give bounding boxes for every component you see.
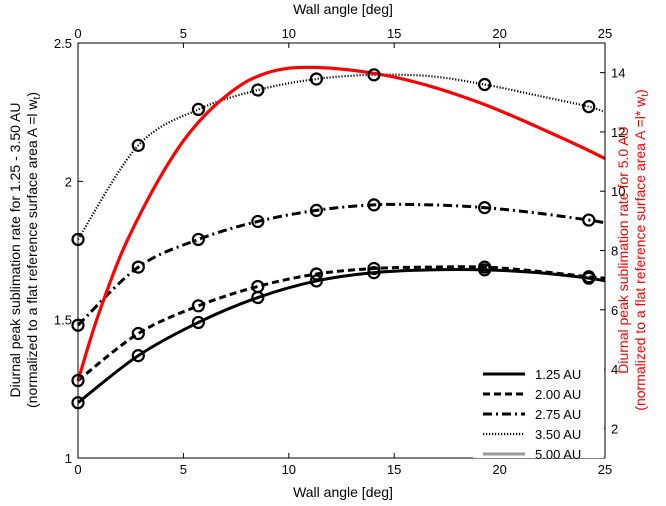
y-axis-title-left-line2: (normalized to a flat reference surface … [24, 92, 43, 408]
y-tick-label-right: 2 [611, 421, 618, 436]
x-tick-label-top: 5 [180, 26, 187, 41]
y-tick-label-right: 14 [611, 66, 625, 81]
y-tick-label-right: 12 [611, 125, 625, 140]
data-point-3-50-au [309, 72, 324, 86]
legend-box [473, 362, 604, 458]
series-line-5-00-au [76, 65, 606, 382]
data-point-3-50-au [582, 100, 596, 114]
x-tick-label-bottom: 15 [387, 462, 401, 477]
y-tick-label-left: 2.5 [54, 36, 72, 51]
y-axis-title-left-line1: Diurnal peak sublimation rate for 1.25 -… [7, 103, 23, 398]
legend-label: 3.50 AU [535, 427, 581, 442]
y-tick-label-right: 4 [611, 362, 618, 377]
series-line-2-75-au [76, 202, 606, 327]
y-axis-title-left: Diurnal peak sublimation rate for 1.25 -… [7, 92, 43, 408]
x-tick-label-bottom: 25 [598, 462, 612, 477]
y-tick-label-left: 1 [65, 451, 72, 466]
data-point-3-50-au [191, 102, 205, 117]
data-point-1-25-au [309, 274, 324, 288]
x-tick-label-bottom: 20 [492, 462, 506, 477]
data-point-1-25-au [131, 349, 145, 363]
y-axis-title-right: Diurnal peak sublimation rate for 5.0 AU… [615, 89, 651, 410]
x-tick-label-bottom: 10 [282, 462, 296, 477]
x-axis-title-bottom: Wall angle [deg] [293, 484, 393, 500]
data-point-2-75-au [309, 203, 324, 217]
legend-label: 2.00 AU [535, 387, 581, 402]
x-axis-title-top: Wall angle [deg] [293, 1, 393, 17]
data-point-1-25-au [478, 263, 492, 277]
data-point-2-75-au [582, 213, 596, 227]
y-tick-label-right: 10 [611, 184, 625, 199]
data-point-2-00-au [367, 261, 381, 276]
data-point-3-50-au [478, 77, 492, 92]
data-point-3-50-au [367, 68, 381, 82]
data-point-2-00-au [191, 299, 205, 313]
data-point-2-75-au [478, 201, 492, 215]
y-tick-label-left: 2 [65, 174, 72, 189]
x-tick-label-top: 10 [282, 26, 296, 41]
x-tick-label-top: 0 [74, 26, 81, 41]
data-point-1-25-au [251, 290, 265, 305]
data-point-2-75-au [191, 232, 205, 247]
y-axis-title-right-line1: Diurnal peak sublimation rate for 5.0 AU [615, 126, 631, 373]
data-point-3-50-au [131, 138, 145, 152]
x-tick-label-bottom: 0 [74, 462, 81, 477]
y-tick-label-right: 8 [611, 244, 618, 259]
legend-label: 2.75 AU [535, 407, 581, 422]
data-point-2-75-au [131, 260, 145, 274]
x-tick-label-top: 25 [598, 26, 612, 41]
data-point-1-25-au [367, 266, 381, 280]
axes-layer: 0 0 5 5 10 10 15 15 20 20 25 25 1 1.5 2 2.5 2 4 6 8 10 12 14 [54, 26, 626, 477]
data-point-3-50-au [251, 83, 265, 97]
y-tick-label-left: 1.5 [54, 313, 72, 328]
data-point-2-00-au [131, 326, 145, 341]
data-point-2-00-au [309, 267, 324, 281]
markers-layer [71, 68, 596, 410]
y-tick-label-right: 6 [611, 303, 618, 318]
x-tick-label-top: 15 [387, 26, 401, 41]
data-point-1-25-au [191, 315, 205, 330]
legend-label: 1.25 AU [535, 367, 581, 382]
legend-label: 5.00 AU [535, 447, 581, 462]
data-point-2-75-au [367, 198, 381, 212]
y-axis-title-right-line2: (normalized to a flat reference surface … [632, 89, 651, 410]
x-tick-label-bottom: 5 [180, 462, 187, 477]
x-tick-label-top: 20 [492, 26, 506, 41]
legend: 1.25 AU 2.00 AU 2.75 AU 3.50 AU 5.00 AU [473, 362, 604, 462]
data-point-2-75-au [251, 214, 265, 229]
data-point-1-25-au [582, 271, 596, 285]
